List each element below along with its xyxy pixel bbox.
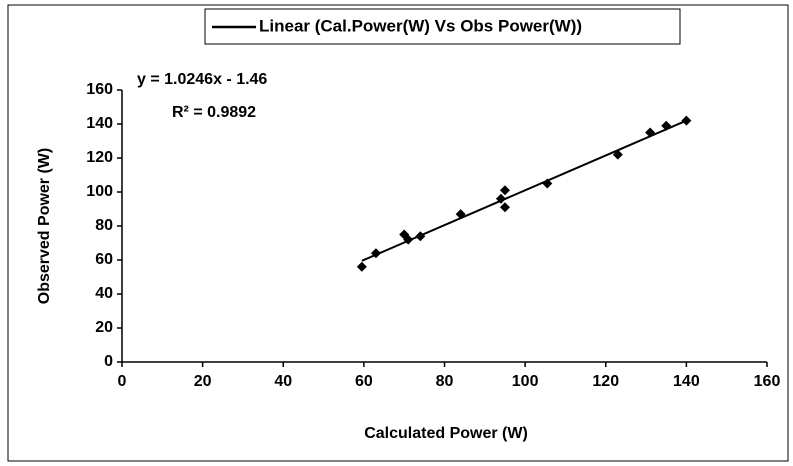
data-point: [542, 178, 553, 189]
x-tick-label: 40: [274, 373, 292, 390]
x-tick-label: 120: [592, 373, 619, 390]
y-axis-label: Observed Power (W): [36, 148, 53, 304]
x-tick-label: 160: [754, 373, 781, 390]
data-point: [455, 209, 466, 220]
r-squared: R² = 0.9892: [172, 104, 256, 121]
y-tick-label: 140: [86, 115, 113, 132]
y-tick-label: 40: [95, 285, 113, 302]
x-tick-label: 0: [118, 373, 127, 390]
y-tick-label: 160: [86, 81, 113, 98]
legend-box: [204, 8, 681, 45]
y-tick-label: 20: [95, 319, 113, 336]
data-point: [681, 115, 692, 126]
x-tick-label: 140: [673, 373, 700, 390]
data-point: [356, 261, 367, 272]
y-tick-label: 100: [86, 183, 113, 200]
chart-border: [7, 4, 789, 462]
x-tick-label: 60: [355, 373, 373, 390]
y-tick-label: 80: [95, 217, 113, 234]
y-tick-label: 120: [86, 149, 113, 166]
data-point: [370, 248, 381, 259]
data-point: [499, 185, 510, 196]
data-point: [415, 231, 426, 242]
data-point: [661, 120, 672, 131]
equation: y = 1.0246x - 1.46: [137, 71, 267, 88]
data-point: [499, 202, 510, 213]
legend-label: Linear (Cal.Power(W) Vs Obs Power(W)): [259, 16, 582, 35]
data-point: [645, 127, 656, 138]
data-point: [612, 149, 623, 160]
y-tick-label: 0: [104, 353, 113, 370]
data-point: [403, 234, 414, 245]
x-tick-label: 80: [436, 373, 454, 390]
data-point: [495, 193, 506, 204]
x-tick-label: 100: [512, 373, 539, 390]
trendline: [361, 119, 687, 262]
y-tick-label: 60: [95, 251, 113, 268]
x-axis-label: Calculated Power (W): [364, 425, 528, 442]
x-tick-label: 20: [194, 373, 212, 390]
